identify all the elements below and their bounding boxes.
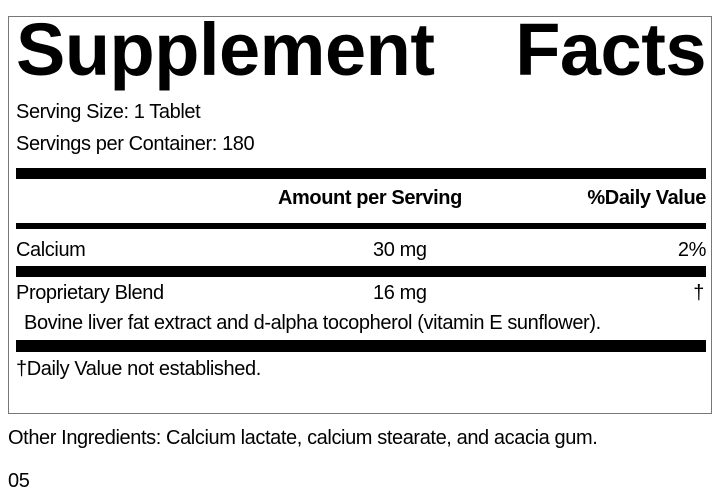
row-dv: †	[693, 282, 704, 304]
divider-thick	[16, 266, 706, 277]
row-description: Bovine liver fat extract and d-alpha toc…	[24, 312, 601, 334]
title-word: Supplement	[16, 8, 435, 91]
divider-thick	[16, 168, 706, 179]
serving-size: Serving Size: 1 Tablet	[16, 101, 201, 123]
divider	[16, 223, 706, 229]
supplement-facts-panel	[8, 16, 712, 414]
row-name: Calcium	[16, 239, 86, 261]
panel-title: Supplement Facts	[16, 10, 706, 90]
row-amount: 16 mg	[373, 282, 427, 304]
header-daily-value: %Daily Value	[587, 187, 706, 209]
servings-per-container: Servings per Container: 180	[16, 133, 255, 155]
other-ingredients: Other Ingredients: Calcium lactate, calc…	[8, 427, 598, 449]
product-code: 05	[8, 470, 30, 492]
row-amount: 30 mg	[373, 239, 427, 261]
row-name: Proprietary Blend	[16, 282, 164, 304]
footnote: †Daily Value not established.	[16, 358, 261, 380]
divider-thick	[16, 340, 706, 352]
row-dv: 2%	[677, 239, 707, 261]
title-word: Facts	[515, 8, 706, 91]
header-amount: Amount per Serving	[278, 187, 462, 209]
